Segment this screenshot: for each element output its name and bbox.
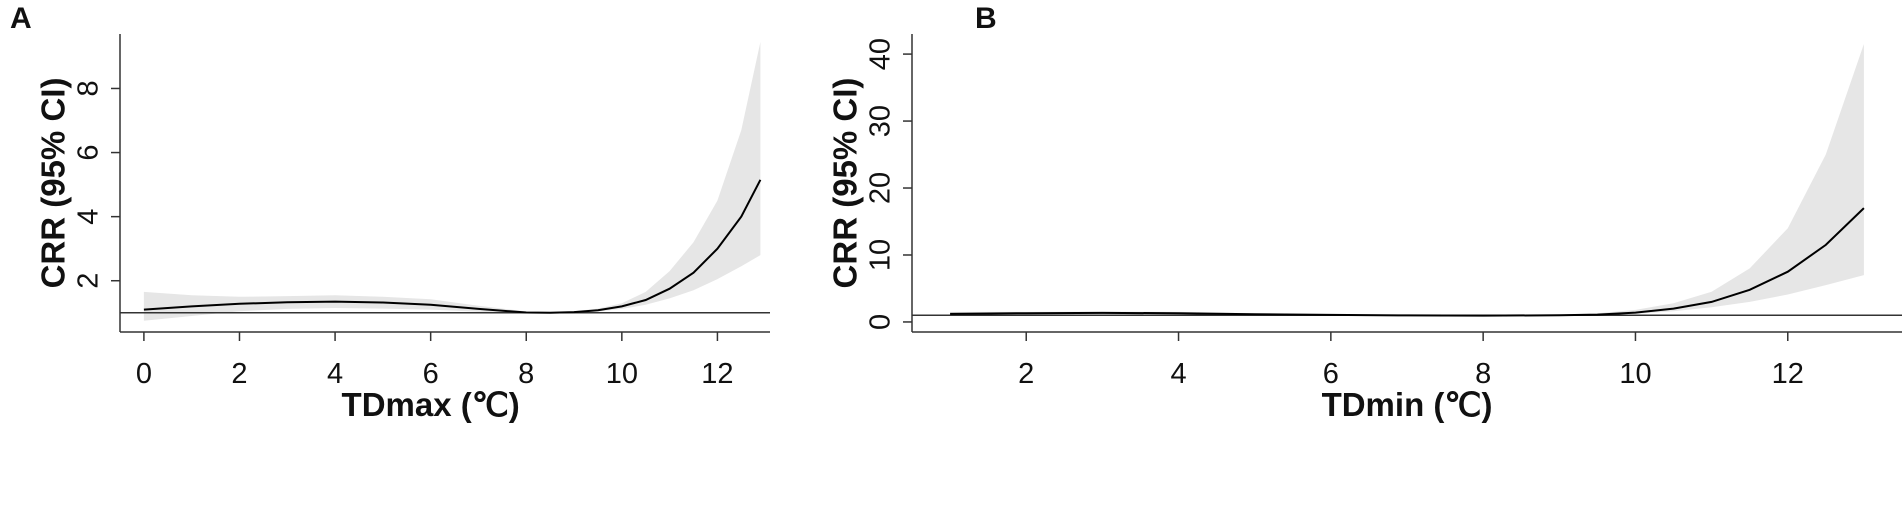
panel-letter: B xyxy=(975,2,997,35)
x-tick-label: 4 xyxy=(327,358,343,390)
panel-a: A 2 4 6 8 0 2 4 6 8 10 12 TDmax (℃) CRR (95% CI) xyxy=(10,2,770,423)
y-tick-label: 2 xyxy=(73,273,105,289)
x-tick-label: 0 xyxy=(136,358,152,390)
x-tick-label: 8 xyxy=(518,358,534,390)
x-tick-label: 6 xyxy=(1323,358,1339,390)
y-tick-label: 20 xyxy=(865,172,897,204)
x-tick-label: 2 xyxy=(231,358,247,390)
y-tick-label: 40 xyxy=(865,38,897,70)
crr-line xyxy=(950,207,1865,317)
y-tick-label: 6 xyxy=(73,144,105,160)
panel-b: B 0 10 20 30 40 2 4 6 8 10 12 TDmin (℃) CRR (95% CI) xyxy=(827,2,1902,423)
x-tick-label: 2 xyxy=(1018,358,1034,390)
x-tick-label: 8 xyxy=(1475,358,1491,390)
y-axis-title: CRR (95% CI) xyxy=(35,78,72,289)
y-tick-label: 30 xyxy=(865,105,897,137)
x-tick-label: 10 xyxy=(1619,358,1651,390)
ci-band xyxy=(950,44,1864,316)
ci-band xyxy=(143,42,761,321)
y-tick-label: 0 xyxy=(865,314,897,330)
y-tick-label: 10 xyxy=(865,239,897,271)
y-tick-label: 4 xyxy=(73,209,105,225)
x-tick-label: 4 xyxy=(1170,358,1186,390)
x-tick-label: 12 xyxy=(701,358,733,390)
x-tick-label: 10 xyxy=(606,358,638,390)
x-axis-title: TDmax (℃) xyxy=(342,386,520,423)
panel-letter: A xyxy=(10,2,32,35)
crr-line xyxy=(143,179,762,314)
y-axis-title: CRR (95% CI) xyxy=(827,78,864,289)
x-tick-label: 12 xyxy=(1772,358,1804,390)
y-tick-label: 8 xyxy=(73,80,105,96)
x-axis-title: TDmin (℃) xyxy=(1322,386,1493,423)
x-tick-label: 6 xyxy=(423,358,439,390)
